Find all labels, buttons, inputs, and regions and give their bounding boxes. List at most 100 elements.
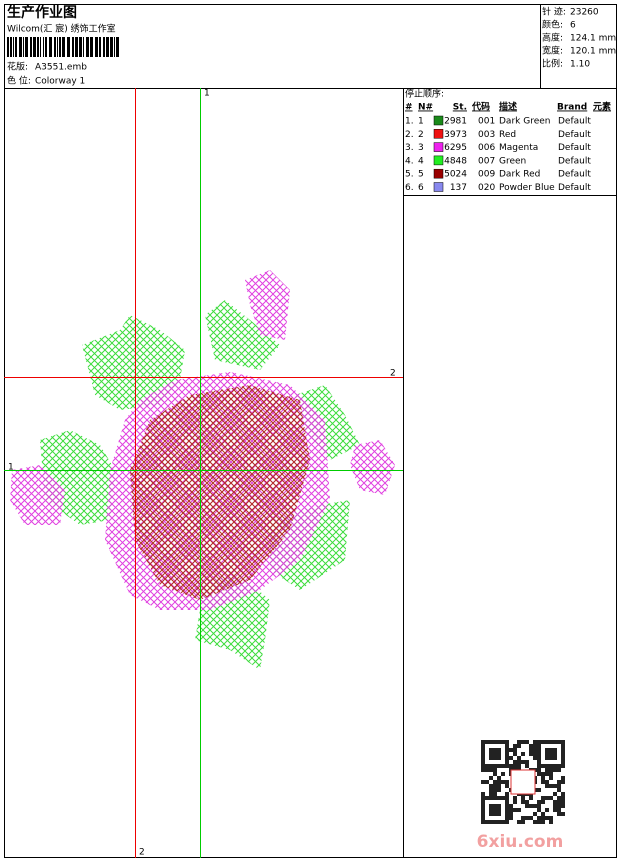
qr-cell [545, 780, 549, 784]
bar-stripe [103, 37, 105, 57]
bar-stripe [114, 37, 115, 57]
qr-cell [545, 764, 549, 768]
qr-cell [481, 808, 485, 812]
qr-cell [533, 756, 537, 760]
stat-label: 比例: [542, 58, 563, 70]
qr-cell [557, 804, 561, 808]
qr-cell [517, 740, 521, 744]
stat-value: 120.1 mm [570, 47, 616, 57]
barcode [7, 37, 119, 57]
stat-value: 6 [570, 21, 576, 31]
qr-cell [533, 752, 537, 756]
qr-cell [549, 816, 553, 820]
column-header: # [405, 103, 413, 113]
qr-cell [541, 796, 545, 800]
row-st: 5024 [444, 170, 467, 180]
color-swatch [433, 115, 444, 126]
qr-cell [537, 800, 541, 804]
qr-cell [525, 760, 529, 764]
qr-cell [497, 812, 501, 816]
qr-cell [505, 780, 509, 784]
bar-stripe [72, 37, 74, 57]
qr-cell [481, 768, 485, 772]
qr-cell [513, 808, 517, 812]
qr-cell [541, 740, 545, 744]
axis-label: 1 [8, 463, 14, 473]
qr-cell [493, 764, 497, 768]
qr-cell [557, 768, 561, 772]
qr-cell [557, 808, 561, 812]
qr-cell [493, 792, 497, 796]
qr-cell [545, 796, 549, 800]
qr-cell [537, 760, 541, 764]
qr-cell [513, 764, 517, 768]
qr-cell [541, 800, 545, 804]
qr-cell [521, 752, 525, 756]
row-num: 5. [405, 170, 414, 180]
bar-stripe [30, 37, 32, 57]
qr-cell [485, 768, 489, 772]
qr-cell [561, 760, 565, 764]
qr-cell [509, 812, 513, 816]
qr-cell [497, 752, 501, 756]
qr-cell [533, 748, 537, 752]
row-st: 4848 [444, 156, 467, 166]
qr-cell [493, 768, 497, 772]
row-desc: Green [499, 156, 526, 166]
qr-cell [553, 808, 557, 812]
stat-label: 颜色: [542, 19, 563, 31]
row-st: 2981 [444, 117, 467, 127]
stitch-area [82, 315, 185, 410]
bar-stripe [23, 37, 24, 57]
qr-cell [481, 764, 485, 768]
stat-value: 1.10 [570, 60, 590, 70]
qr-cell [497, 780, 501, 784]
qr-cell [505, 792, 509, 796]
bar-stripe [110, 37, 113, 57]
qr-cell [553, 740, 557, 744]
qr-cell [497, 764, 501, 768]
qr-cell [557, 740, 561, 744]
qr-cell [561, 804, 565, 808]
qr-cell [525, 740, 529, 744]
qr-cell [509, 808, 513, 812]
qr-cell [537, 756, 541, 760]
qr-cell [545, 808, 549, 812]
stitch-area [245, 270, 290, 340]
qr-cell [485, 764, 489, 768]
column-header: 描述 [499, 101, 517, 113]
bar-stripe [90, 37, 93, 57]
qr-cell [525, 800, 529, 804]
row-desc: Magenta [499, 143, 538, 153]
qr-cell [497, 796, 501, 800]
qr-cell [521, 760, 525, 764]
qr-cell [561, 752, 565, 756]
bar-stripe [99, 37, 101, 57]
qr-cell [557, 780, 561, 784]
bar-stripe [7, 37, 9, 57]
qr-cell [537, 772, 541, 776]
stat-label: 针 迹: [542, 6, 566, 18]
qr-cell [489, 792, 493, 796]
bar-stripe [10, 37, 12, 57]
qr-cell [497, 740, 501, 744]
qr-cell [537, 816, 541, 820]
qr-cell [517, 744, 521, 748]
qr-cell [517, 820, 521, 824]
qr-cell [493, 796, 497, 800]
qr-cell [553, 804, 557, 808]
qr-cell [489, 752, 493, 756]
qr-cell [541, 812, 545, 816]
row-num: 3. [405, 143, 414, 153]
column-header: Brand [557, 103, 587, 113]
bar-stripe [25, 37, 28, 57]
qr-cell [549, 776, 553, 780]
qr-cell [537, 808, 541, 812]
qr-cell [549, 756, 553, 760]
qr-cell [541, 772, 545, 776]
row-brand: Default [558, 130, 591, 140]
qr-cell [541, 776, 545, 780]
qr-cell [529, 804, 533, 808]
qr-cell [529, 796, 533, 800]
